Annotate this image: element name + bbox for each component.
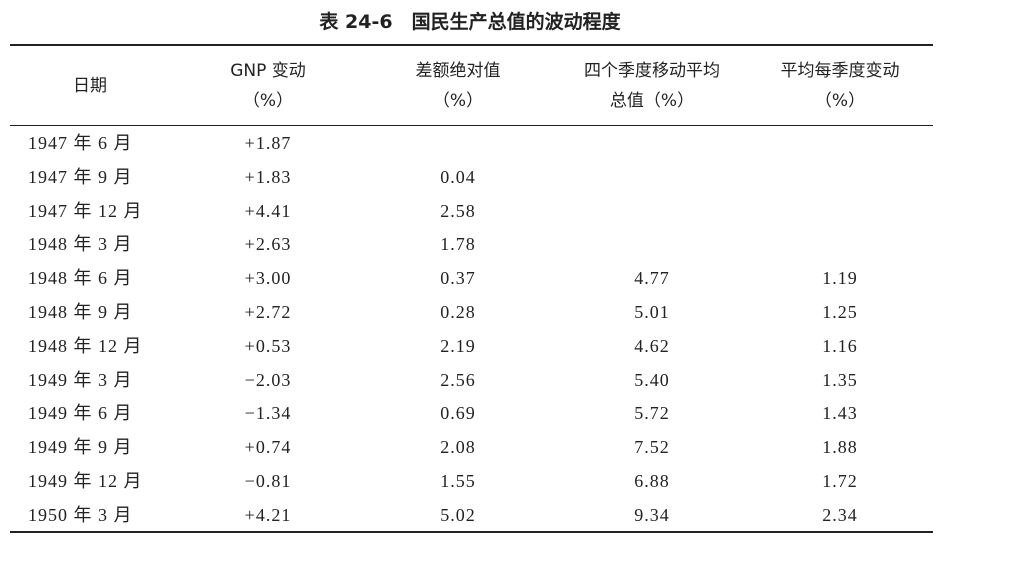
header-cell: 四个季度移动平均 — [584, 61, 720, 81]
header-cell: 日期 — [73, 76, 107, 96]
date-cell: 1947 年 6 月 — [28, 133, 133, 153]
value-cell: +4.41 — [244, 200, 292, 221]
value-cell: −0.81 — [244, 471, 292, 491]
table-title: 表 24-6 国民生产总值的波动程度 — [319, 11, 621, 33]
header-cell: （%） — [814, 91, 866, 111]
value-cell: 2.08 — [440, 437, 476, 458]
date-cell: 1947 年 9 月 — [28, 166, 133, 187]
value-cell: 2.58 — [440, 200, 476, 221]
date-cell: 1948 年 9 月 — [28, 302, 133, 322]
value-cell: +3.00 — [244, 268, 292, 289]
value-cell: 1.16 — [822, 335, 858, 356]
value-cell: 1.55 — [440, 471, 476, 491]
header-cell: GNP 变动 — [230, 61, 306, 81]
date-cell: 1948 年 6 月 — [28, 268, 133, 289]
value-cell: 1.35 — [822, 369, 858, 390]
value-cell: 1.88 — [822, 437, 858, 458]
value-cell: 9.34 — [634, 504, 670, 525]
value-cell: +1.83 — [244, 166, 292, 187]
value-cell: 2.34 — [822, 504, 858, 525]
header-cell: 差额绝对值 — [415, 61, 501, 81]
value-cell: +4.21 — [244, 504, 292, 525]
value-cell: 1.72 — [822, 471, 858, 491]
value-cell: 1.78 — [440, 234, 476, 255]
value-cell: 2.56 — [440, 369, 476, 390]
value-cell: −1.34 — [244, 403, 292, 424]
date-cell: 1949 年 9 月 — [28, 437, 133, 458]
value-cell: 1.43 — [822, 403, 858, 424]
header-cell: 平均每季度变动 — [780, 61, 900, 81]
value-cell: 0.37 — [440, 268, 476, 289]
date-cell: 1950 年 3 月 — [28, 504, 133, 525]
value-cell: 2.19 — [440, 335, 476, 356]
value-cell: 0.04 — [440, 166, 476, 187]
header-cell: （%） — [242, 91, 294, 111]
value-cell: 5.02 — [440, 504, 476, 525]
top-rule — [10, 44, 933, 46]
value-cell: +0.53 — [244, 335, 292, 356]
header-rule — [10, 125, 933, 126]
value-cell: 1.25 — [822, 302, 858, 322]
date-cell: 1948 年 3 月 — [28, 234, 133, 255]
date-cell: 1949 年 3 月 — [28, 369, 133, 390]
value-cell: 4.62 — [634, 335, 670, 356]
date-cell: 1948 年 12 月 — [28, 335, 143, 356]
value-cell: 0.28 — [440, 302, 476, 322]
value-cell: +0.74 — [244, 437, 292, 458]
value-cell: 4.77 — [634, 268, 670, 289]
value-cell: 5.72 — [634, 403, 670, 424]
date-cell: 1949 年 6 月 — [28, 403, 133, 424]
value-cell: 6.88 — [634, 471, 670, 491]
value-cell: 5.40 — [634, 369, 670, 390]
date-cell: 1947 年 12 月 — [28, 200, 143, 221]
bottom-rule — [10, 531, 933, 533]
header-cell: 总值（%） — [609, 91, 695, 111]
value-cell: 0.69 — [440, 403, 476, 424]
value-cell: 5.01 — [634, 302, 670, 322]
value-cell: +2.72 — [244, 302, 292, 322]
date-cell: 1949 年 12 月 — [28, 471, 143, 491]
header-cell: （%） — [432, 91, 484, 111]
value-cell: 1.19 — [822, 268, 858, 289]
value-cell: +2.63 — [244, 234, 292, 255]
value-cell: 7.52 — [634, 437, 670, 458]
value-cell: −2.03 — [244, 369, 292, 390]
value-cell: +1.87 — [244, 133, 292, 153]
